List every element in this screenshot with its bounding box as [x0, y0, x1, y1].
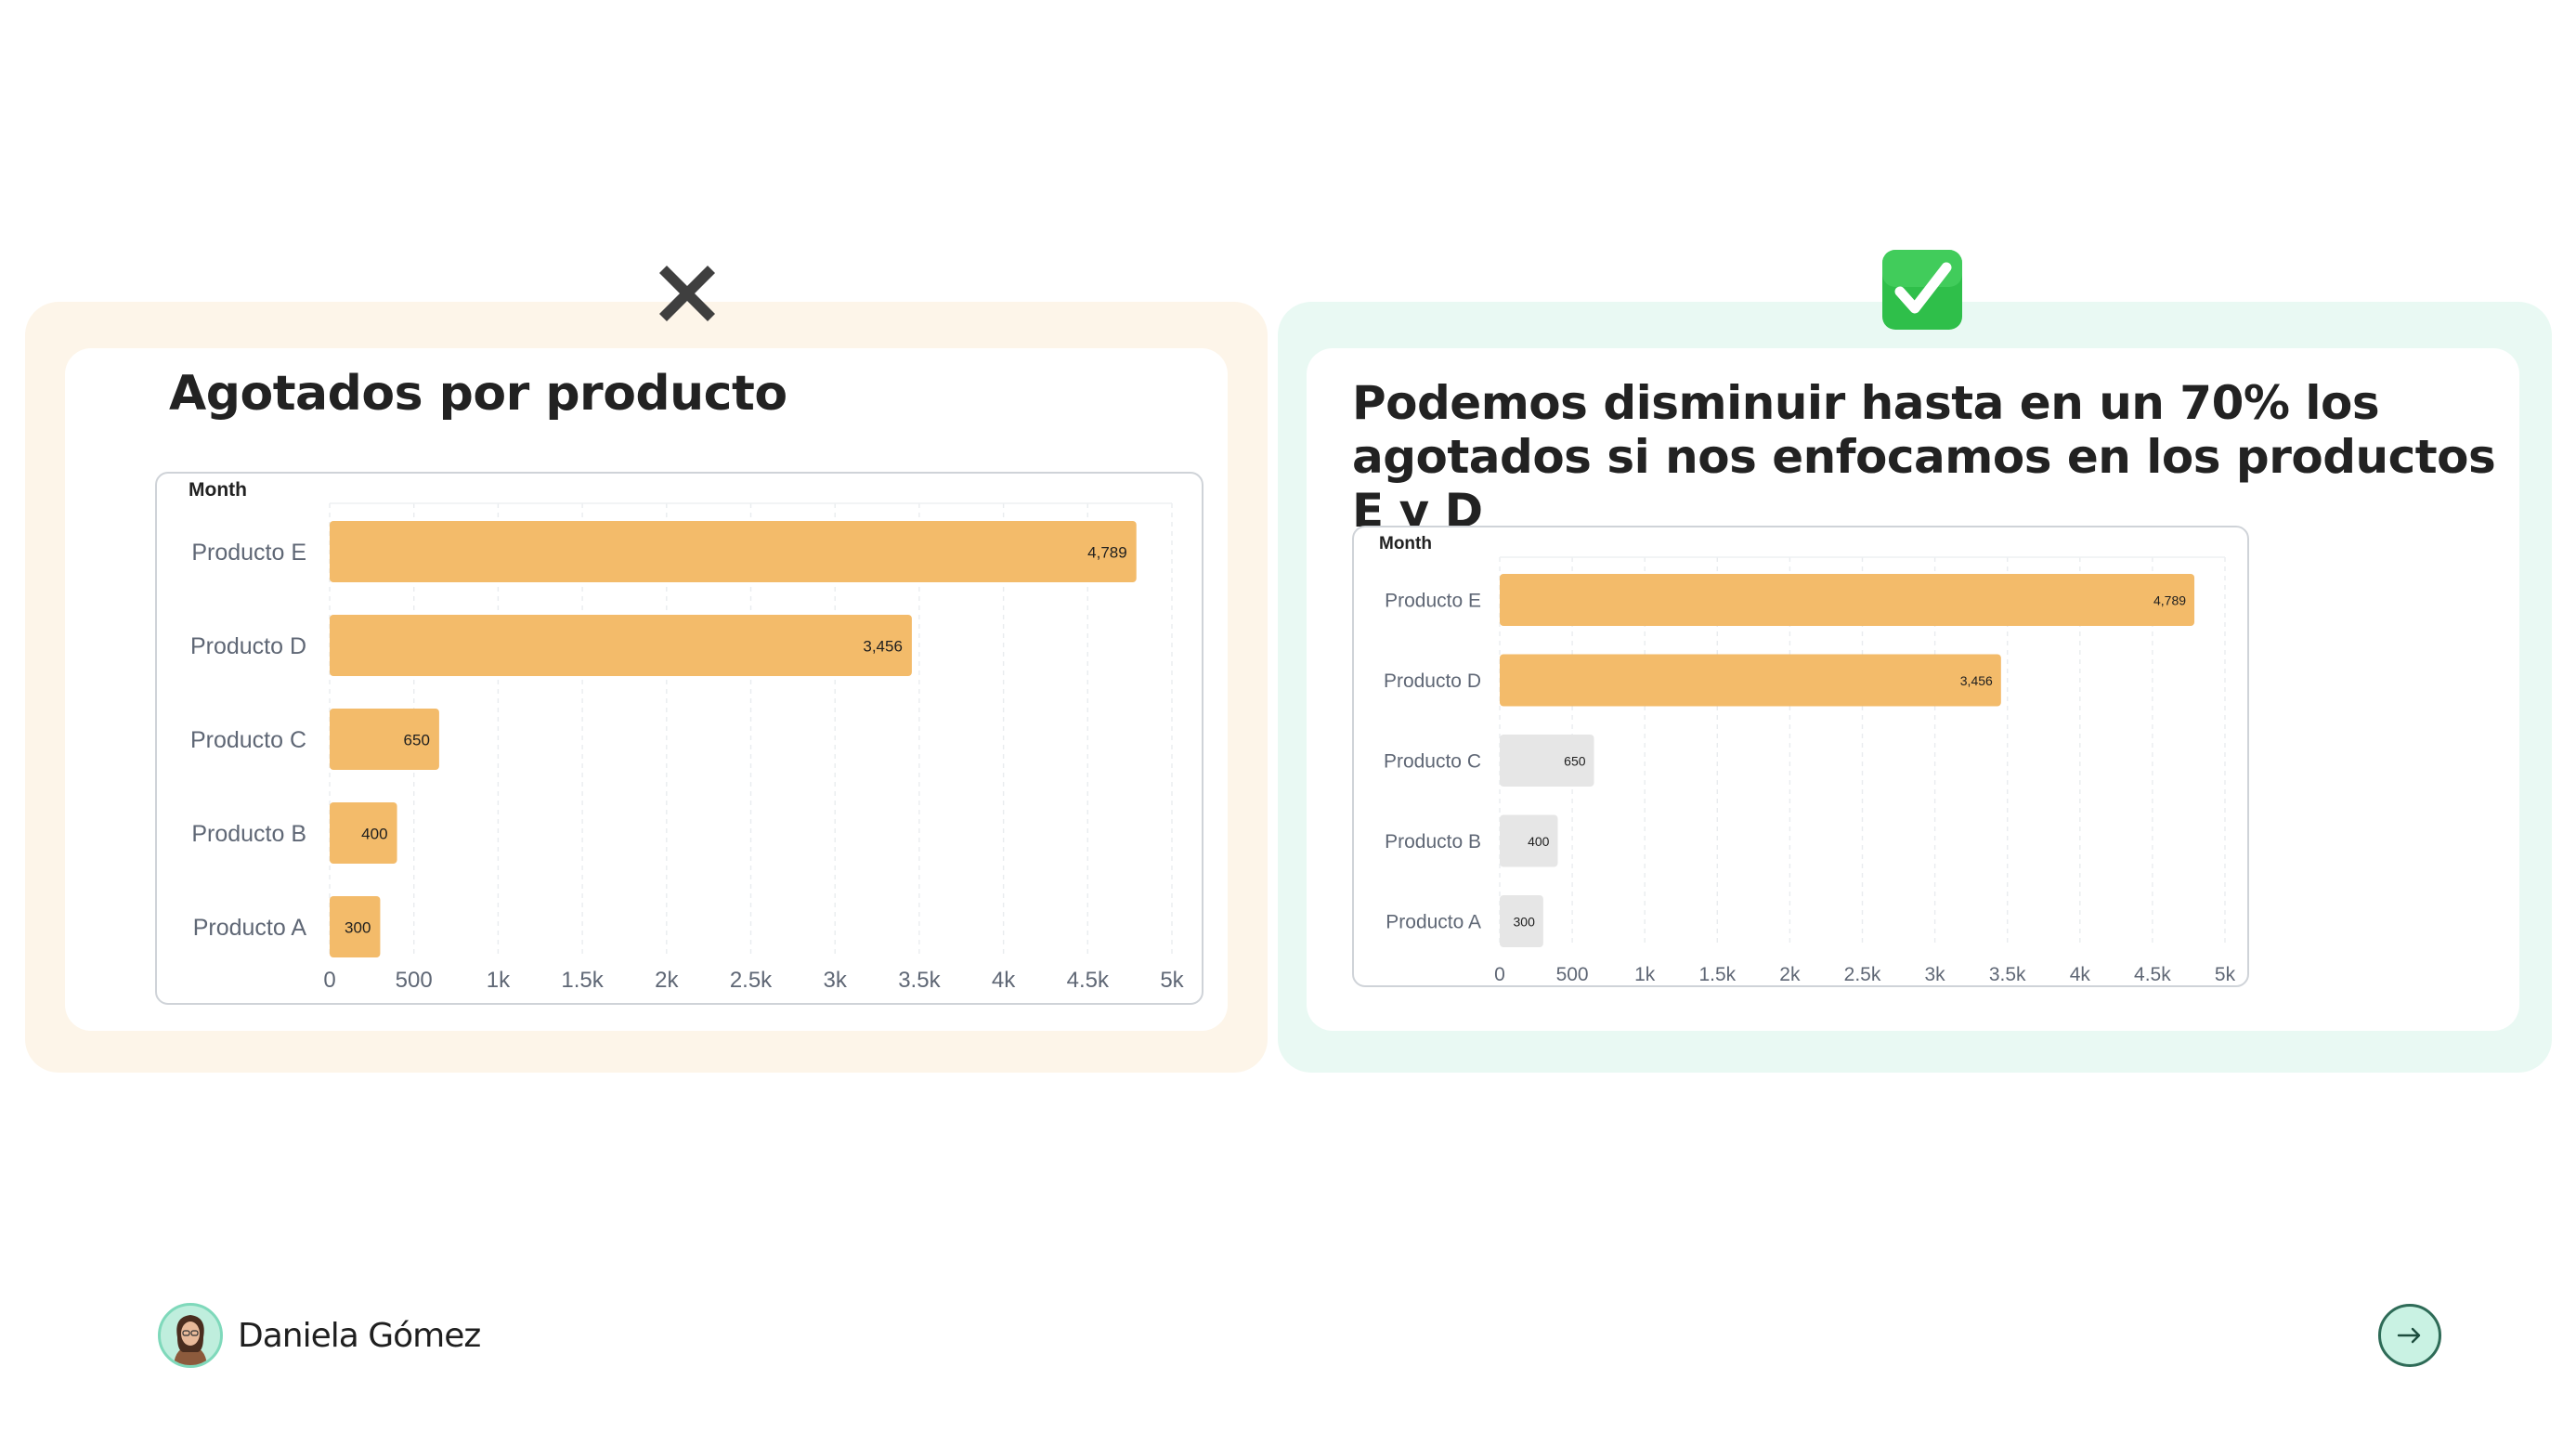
category-label: Producto E — [1385, 591, 1481, 612]
data-label: 4,789 — [1087, 543, 1127, 561]
author-name: Daniela Gómez — [238, 1316, 481, 1355]
x-tick-label: 1k — [487, 968, 511, 993]
category-label: Producto D — [1384, 670, 1481, 692]
bar-producto-e — [330, 521, 1137, 582]
category-label: Producto B — [1385, 831, 1481, 853]
x-tick-label: 2.5k — [1844, 964, 1881, 985]
category-label: Producto C — [1384, 751, 1481, 773]
x-tick-label: 2k — [655, 968, 679, 993]
next-slide-button[interactable] — [2378, 1304, 2441, 1367]
bar-producto-d — [330, 615, 912, 676]
data-label: 4,789 — [2153, 592, 2186, 607]
bar-producto-a — [1500, 895, 1543, 947]
right-chart-title: Podemos disminuir hasta en un 70% los ag… — [1352, 376, 2496, 538]
x-tick-label: 2.5k — [730, 968, 773, 993]
data-label: 300 — [1514, 914, 1536, 929]
x-tick-label: 4.5k — [2134, 964, 2171, 985]
axis-title: Month — [189, 479, 247, 501]
cross-mark-icon — [659, 266, 715, 321]
category-label: Producto A — [1386, 912, 1481, 933]
bar-producto-e — [1500, 574, 2195, 626]
arrow-right-icon — [2397, 1327, 2421, 1344]
left-chart-svg: Month 4,789 Producto E 3,456 Producto D 650 Pr… — [189, 479, 1185, 993]
x-tick-label: 3k — [824, 968, 848, 993]
data-label: 300 — [345, 918, 371, 936]
check-mark-button-icon — [1882, 250, 1962, 330]
x-tick-label: 1.5k — [561, 968, 604, 993]
x-tick-label: 4k — [992, 968, 1016, 993]
x-tick-label: 0 — [323, 968, 335, 993]
data-label: 650 — [1564, 753, 1586, 768]
x-tick-label: 3.5k — [1989, 964, 2026, 985]
right-bar-chart: Month 4,789 Producto E 3,456 Producto D 650 Pr… — [1352, 526, 2249, 987]
x-tick-label: 3.5k — [898, 968, 941, 993]
data-label: 3,456 — [1960, 673, 1993, 688]
bar-producto-a — [330, 896, 381, 957]
x-tick-label: 1k — [1634, 964, 1656, 985]
data-label: 3,456 — [863, 637, 903, 655]
x-tick-label: 1.5k — [1698, 964, 1736, 985]
x-tick-label: 5k — [2215, 964, 2236, 985]
bar-producto-d — [1500, 654, 2001, 707]
bar-producto-c — [1500, 735, 1594, 787]
axis-title: Month — [1379, 534, 1432, 553]
x-tick-label: 500 — [396, 968, 433, 993]
x-tick-label: 4.5k — [1067, 968, 1110, 993]
bar-producto-b — [1500, 814, 1558, 867]
right-chart-svg: Month 4,789 Producto E 3,456 Producto D 650 Pr… — [1379, 534, 2236, 985]
x-tick-label: 500 — [1556, 964, 1589, 985]
data-label: 400 — [361, 825, 387, 842]
x-tick-label: 0 — [1494, 964, 1505, 985]
author-avatar — [158, 1303, 223, 1368]
category-label: Producto D — [190, 633, 306, 659]
x-tick-label: 5k — [1160, 968, 1184, 993]
bar-producto-b — [330, 802, 397, 864]
data-label: 650 — [404, 731, 430, 749]
x-tick-label: 4k — [2070, 964, 2091, 985]
data-label: 400 — [1528, 834, 1550, 849]
author-badge: Daniela Gómez — [158, 1300, 481, 1371]
x-tick-label: 3k — [1925, 964, 1946, 985]
category-label: Producto C — [190, 727, 306, 753]
category-label: Producto B — [191, 821, 306, 847]
category-label: Producto A — [193, 915, 307, 941]
category-label: Producto E — [191, 540, 306, 566]
bar-producto-c — [330, 709, 439, 770]
left-bar-chart: Month 4,789 Producto E 3,456 Producto D 650 Pr… — [155, 472, 1203, 1005]
left-chart-title: Agotados por producto — [169, 366, 787, 422]
x-tick-label: 2k — [1779, 964, 1801, 985]
